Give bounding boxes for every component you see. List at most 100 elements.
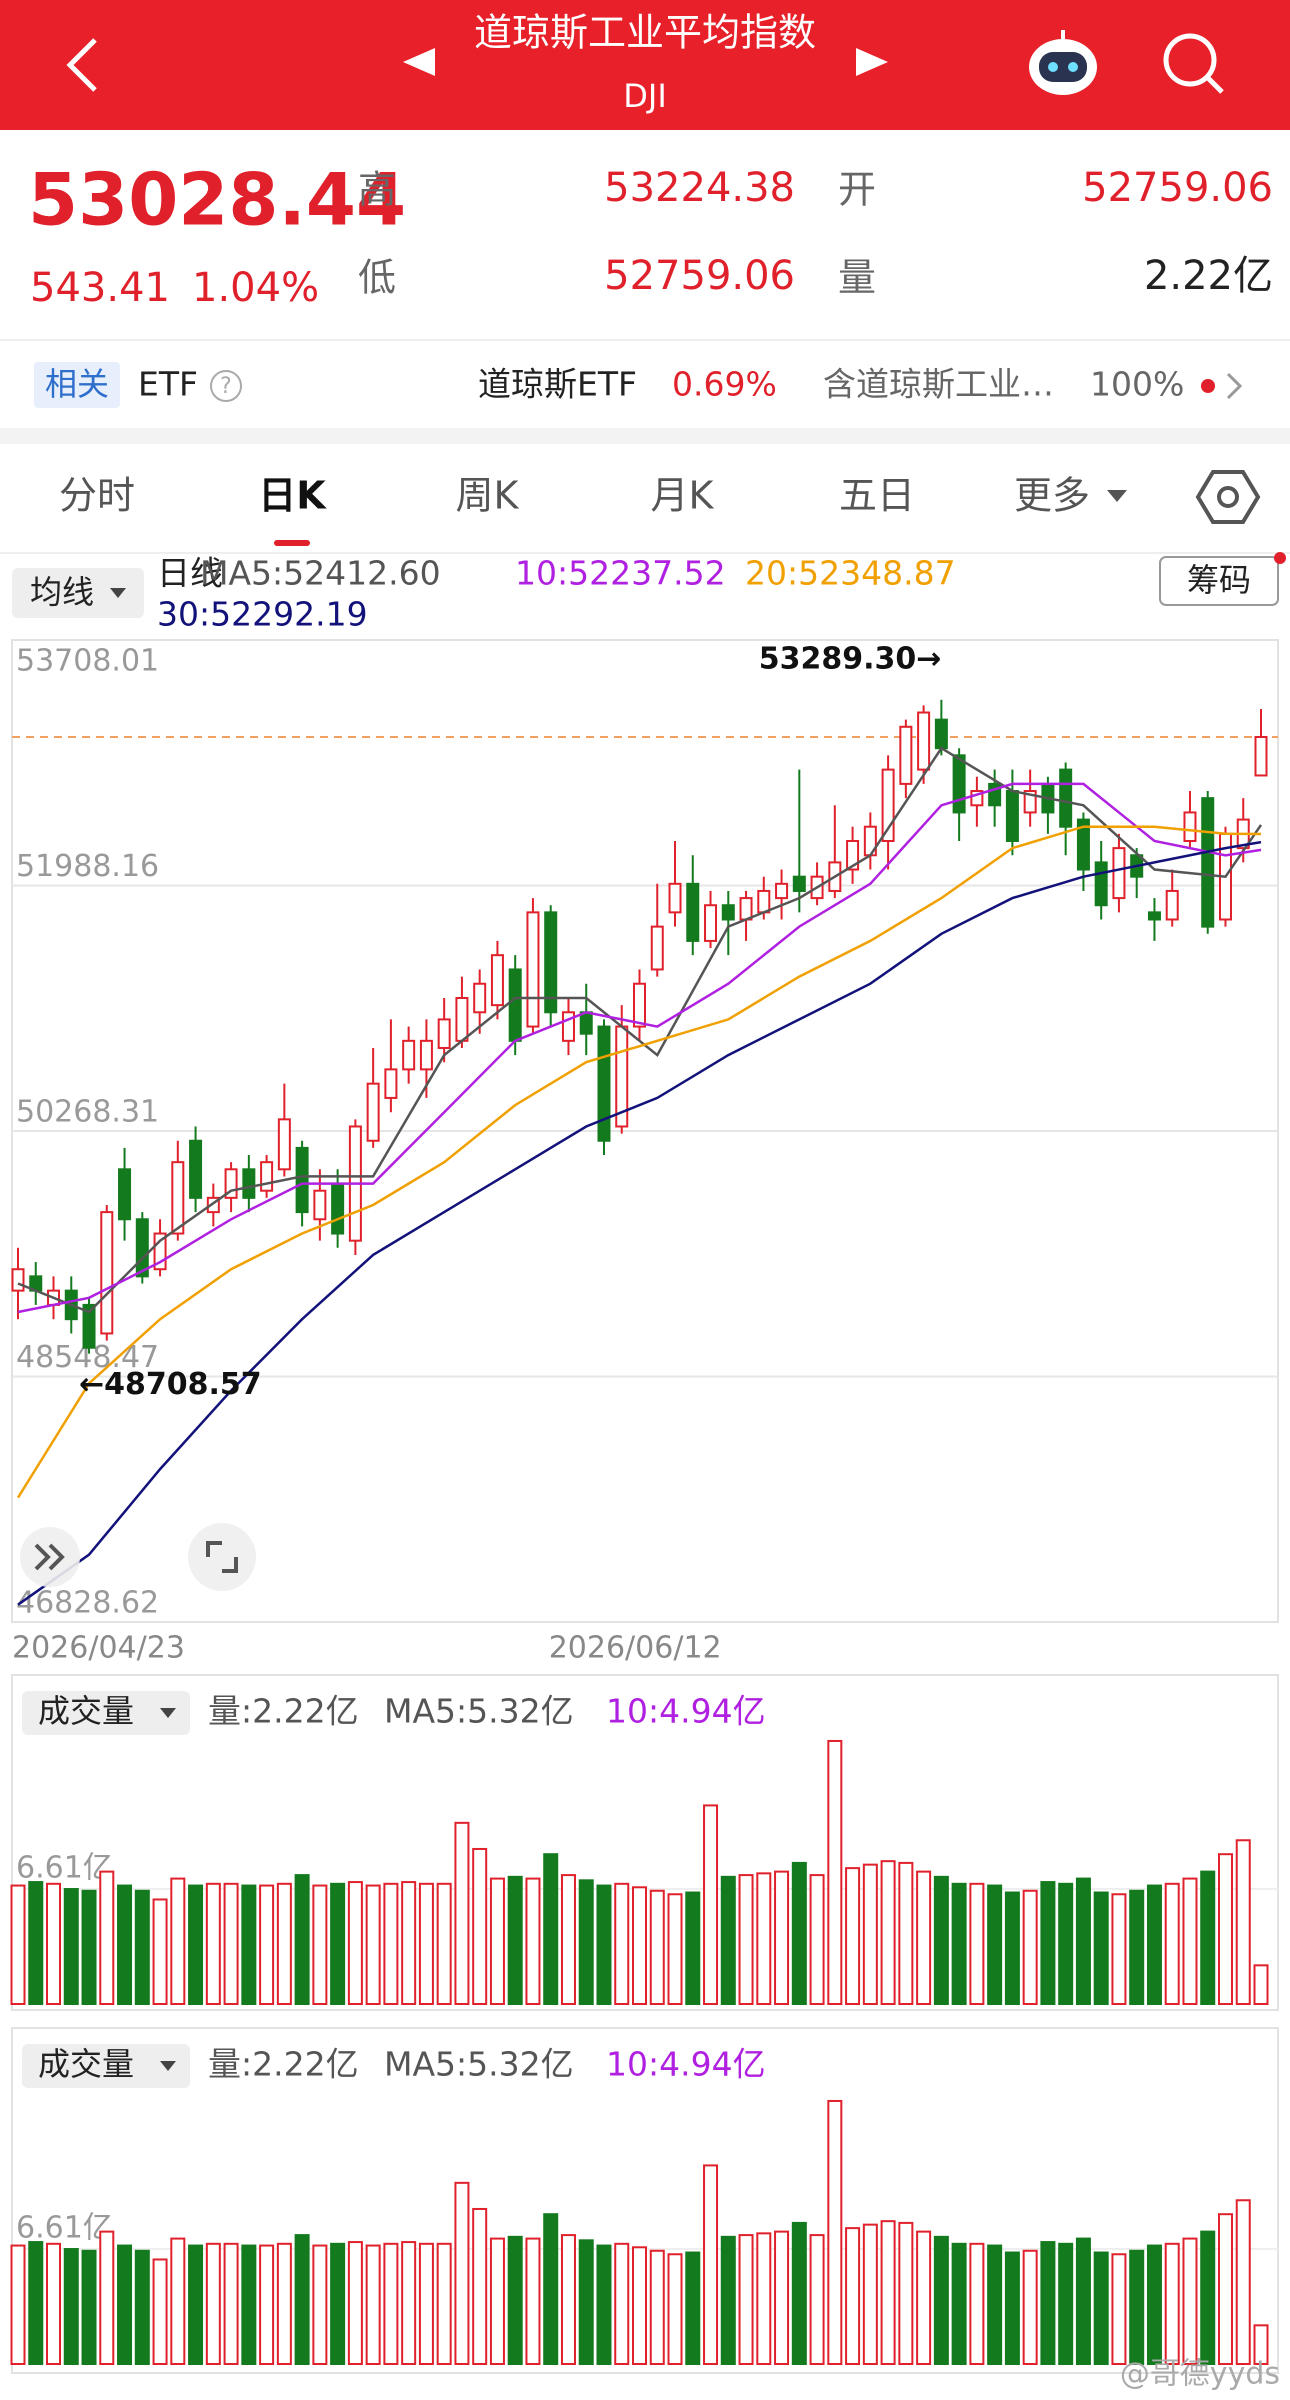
ma-line: [17, 782, 1262, 1314]
volume-bar: [1164, 1882, 1180, 2005]
volume-bar: [756, 1872, 772, 2006]
candle-body: [526, 911, 540, 1028]
volume-legend: 10:4.94亿: [606, 1692, 766, 1731]
candle-body: [952, 754, 966, 814]
more-arrow[interactable]: [1226, 372, 1243, 400]
tab[interactable]: 五日: [839, 474, 915, 518]
tab[interactable]: 周K: [456, 474, 520, 518]
candle-body: [100, 1211, 114, 1335]
search-icon[interactable]: [1163, 33, 1224, 94]
candle-body: [331, 1182, 345, 1235]
volume-bar: [1235, 1839, 1251, 2005]
ma-line: [17, 840, 1262, 1606]
volume-selector-bg[interactable]: [22, 1691, 190, 1735]
chips-button-bg[interactable]: [1159, 556, 1279, 606]
volume-bar: [933, 1875, 949, 2006]
more-caret: [1107, 490, 1127, 502]
candle-body: [881, 768, 895, 842]
settings-icon[interactable]: [1195, 470, 1261, 524]
volume-bar: [632, 1886, 647, 2005]
last-price: 53028.44: [28, 158, 406, 242]
candle-body: [82, 1303, 96, 1349]
tab[interactable]: 更多: [1014, 474, 1090, 518]
high-value: 53224.38: [604, 165, 795, 211]
volume-bar: [401, 2241, 417, 2365]
volume-legend: MA5:5.32亿: [384, 1692, 574, 1731]
volume-bar: [827, 1739, 843, 2006]
next-index[interactable]: [856, 48, 888, 76]
volume-bar: [880, 2220, 896, 2366]
related-tag: 相关: [45, 365, 109, 403]
volume-bar: [188, 1884, 204, 2005]
candle-body: [153, 1232, 167, 1271]
volume-bar: [791, 1861, 807, 2005]
candle-body: [1094, 861, 1108, 907]
candle-body: [970, 790, 984, 807]
tab[interactable]: 分时: [59, 474, 135, 518]
volume-bar: [401, 1881, 417, 2006]
volume-bar: [951, 2242, 967, 2365]
volume-bar: [560, 2234, 576, 2365]
collapse-button[interactable]: [20, 1527, 80, 1587]
help-icon[interactable]: ?: [220, 374, 232, 399]
volume-bar: [685, 1891, 701, 2005]
volume-selector[interactable]: 成交量: [38, 1692, 134, 1730]
volume-bar: [63, 2248, 79, 2365]
volume-bar: [898, 2221, 914, 2366]
volume-bar: [294, 1874, 310, 2006]
y-tick-label: 51988.16: [16, 849, 159, 884]
candle-body: [260, 1161, 274, 1192]
etf-holding[interactable]: 含道琼斯工业…: [823, 365, 1054, 404]
candle-body: [473, 982, 487, 1014]
volume-bar: [1129, 1889, 1145, 2005]
volume-bar: [365, 1884, 381, 2005]
ma-selector[interactable]: 均线: [30, 573, 94, 611]
chips-button[interactable]: 筹码: [1187, 561, 1251, 599]
help-icon-ring[interactable]: [210, 370, 242, 402]
fullscreen-button[interactable]: [188, 1523, 256, 1591]
candle-body: [206, 1196, 220, 1214]
volume-bar: [543, 1853, 559, 2006]
volume-legend: 10:4.94亿: [606, 2045, 766, 2084]
volume-bar: [99, 1870, 115, 2006]
volume-selector[interactable]: 成交量: [38, 2045, 134, 2083]
candle-body: [846, 839, 860, 871]
candle-body: [1112, 847, 1126, 900]
volume-bar: [774, 1870, 790, 2006]
candle-body: [402, 1039, 416, 1071]
etf-name[interactable]: 道琼斯ETF: [478, 365, 637, 404]
volume-bar: [418, 1882, 434, 2005]
back-button[interactable]: [66, 38, 97, 92]
assistant-icon[interactable]: [1029, 30, 1097, 95]
candle-body: [1254, 736, 1268, 777]
prev-index[interactable]: [403, 48, 435, 76]
open-value: 52759.06: [1082, 165, 1273, 211]
x-tick-label: 2026/04/23: [12, 1631, 185, 1666]
volume-bar: [81, 2249, 97, 2365]
volume-selector-bg[interactable]: [22, 2044, 190, 2088]
volume-bar: [294, 2234, 310, 2365]
y-tick-label: 53708.01: [16, 644, 159, 679]
volume-bar: [1217, 1853, 1233, 2006]
volume-bar: [1040, 2241, 1056, 2365]
volume-bar: [987, 1884, 1003, 2005]
volume-bar: [774, 2230, 790, 2365]
volume-bar: [276, 1882, 292, 2005]
volume-bar: [738, 2234, 754, 2365]
candle-body: [1005, 790, 1019, 842]
volume-bar: [383, 2242, 399, 2365]
volume-bar: [330, 2242, 346, 2365]
low-value: 52759.06: [604, 253, 795, 299]
candle-body: [1059, 768, 1073, 828]
volume-bar: [649, 2249, 665, 2365]
candle-body: [792, 875, 806, 892]
tab[interactable]: 月K: [651, 474, 715, 518]
candle-body: [757, 889, 771, 914]
ma-selector-bg[interactable]: [12, 568, 144, 618]
tab[interactable]: 日K: [258, 474, 327, 518]
candle-body: [1183, 811, 1197, 842]
volume-bar: [46, 1882, 62, 2005]
candle-body: [633, 982, 646, 1028]
dot: [1201, 379, 1215, 393]
volume-bar: [117, 2244, 133, 2365]
